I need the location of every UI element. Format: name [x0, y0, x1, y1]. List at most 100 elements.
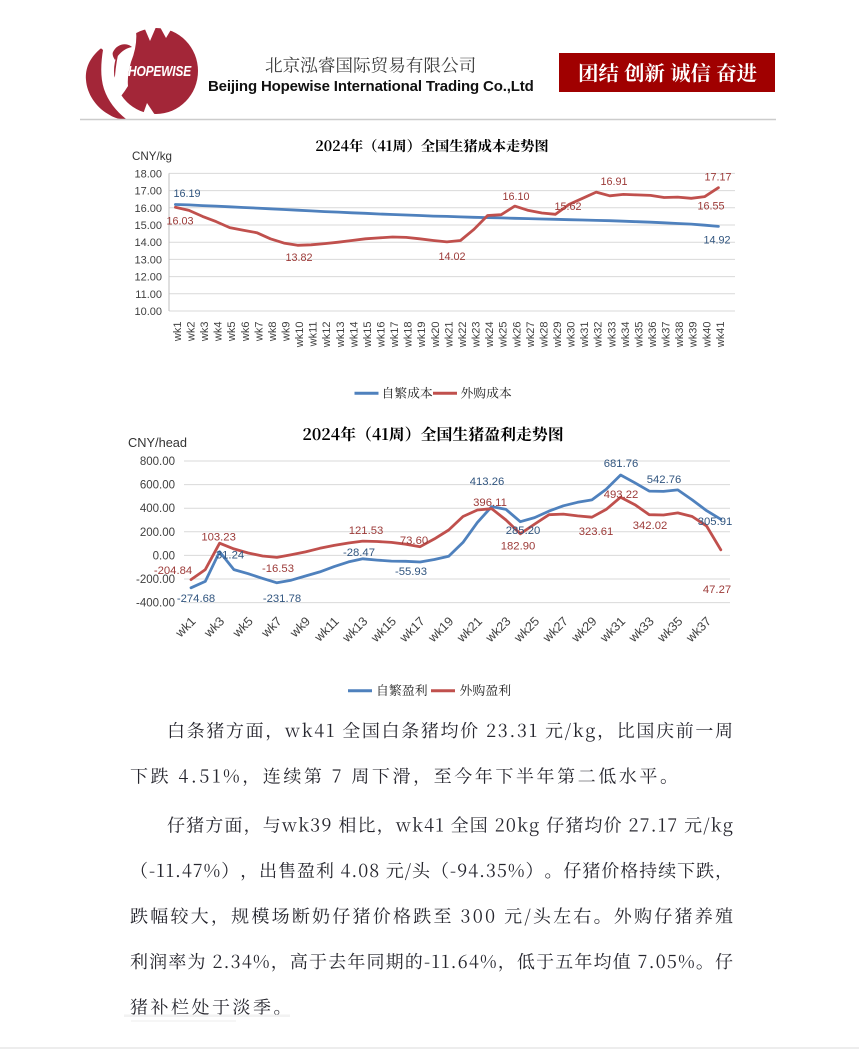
- svg-text:16.91: 16.91: [600, 176, 627, 188]
- svg-text:17.17: 17.17: [704, 172, 731, 184]
- svg-text:73.60: 73.60: [400, 535, 428, 547]
- svg-text:47.27: 47.27: [703, 584, 731, 596]
- svg-text:396.11: 396.11: [473, 497, 507, 509]
- svg-text:200.00: 200.00: [140, 527, 175, 539]
- svg-text:wk27: wk27: [525, 322, 537, 349]
- svg-text:CNY/head: CNY/head: [128, 435, 187, 450]
- svg-text:wk20: wk20: [430, 322, 442, 349]
- svg-text:14.02: 14.02: [438, 251, 465, 263]
- svg-text:681.76: 681.76: [604, 458, 639, 470]
- svg-text:wk33: wk33: [625, 614, 656, 645]
- svg-text:wk6: wk6: [240, 322, 252, 343]
- svg-text:10.00: 10.00: [134, 306, 162, 318]
- svg-text:Beijing Hopewise International: Beijing Hopewise International Trading C…: [208, 78, 534, 95]
- svg-text:wk1: wk1: [172, 322, 184, 343]
- svg-text:-400.00: -400.00: [136, 598, 175, 610]
- svg-text:wk5: wk5: [229, 614, 255, 640]
- svg-text:15.62: 15.62: [554, 201, 581, 213]
- svg-text:wk9: wk9: [287, 614, 313, 640]
- svg-text:15.00: 15.00: [134, 220, 162, 232]
- svg-text:13.82: 13.82: [285, 252, 312, 264]
- svg-text:wk9: wk9: [281, 322, 293, 343]
- svg-text:wk19: wk19: [425, 614, 456, 645]
- svg-text:0.00: 0.00: [153, 550, 175, 562]
- svg-text:493.22: 493.22: [604, 489, 639, 501]
- svg-text:wk35: wk35: [654, 614, 685, 645]
- svg-text:wk23: wk23: [482, 614, 513, 645]
- svg-text:-231.78: -231.78: [263, 593, 301, 605]
- svg-text:wk29: wk29: [552, 322, 564, 349]
- svg-text:-274.68: -274.68: [177, 593, 215, 605]
- svg-text:12.00: 12.00: [134, 272, 162, 284]
- svg-text:wk21: wk21: [443, 322, 455, 349]
- svg-text:wk17: wk17: [396, 614, 427, 645]
- svg-text:wk31: wk31: [579, 322, 591, 349]
- svg-text:11.00: 11.00: [135, 289, 162, 301]
- svg-text:323.61: 323.61: [579, 526, 614, 538]
- svg-text:wk31: wk31: [597, 614, 628, 645]
- svg-text:-55.93: -55.93: [395, 566, 427, 578]
- svg-text:wk12: wk12: [321, 322, 333, 349]
- svg-text:wk32: wk32: [593, 322, 605, 349]
- svg-text:wk41: wk41: [715, 322, 727, 349]
- svg-text:wk11: wk11: [308, 322, 320, 348]
- svg-text:-16.53: -16.53: [262, 563, 294, 575]
- svg-text:wk13: wk13: [335, 322, 347, 349]
- svg-text:wk21: wk21: [454, 614, 485, 645]
- svg-text:wk3: wk3: [201, 614, 227, 640]
- svg-text:103.23: 103.23: [201, 532, 236, 544]
- svg-text:16.55: 16.55: [697, 200, 724, 212]
- svg-text:wk37: wk37: [683, 614, 714, 645]
- svg-text:wk19: wk19: [416, 322, 428, 349]
- svg-text:13.00: 13.00: [134, 254, 162, 266]
- svg-text:wk11: wk11: [311, 614, 342, 645]
- svg-text:wk7: wk7: [253, 322, 265, 343]
- svg-text:wk8: wk8: [267, 322, 279, 343]
- svg-text:14.00: 14.00: [134, 237, 162, 249]
- svg-text:wk26: wk26: [511, 322, 523, 349]
- svg-text:121.53: 121.53: [349, 525, 384, 537]
- svg-text:wk30: wk30: [566, 322, 578, 349]
- svg-text:wk28: wk28: [538, 322, 550, 349]
- svg-text:CNY/kg: CNY/kg: [132, 150, 172, 163]
- svg-text:16.19: 16.19: [173, 188, 200, 200]
- svg-text:wk2: wk2: [186, 322, 198, 343]
- svg-text:wk38: wk38: [674, 322, 686, 349]
- svg-text:wk13: wk13: [339, 614, 370, 645]
- svg-text:wk25: wk25: [498, 322, 510, 349]
- svg-text:wk35: wk35: [633, 322, 645, 349]
- svg-text:wk29: wk29: [568, 614, 599, 645]
- svg-text:wk37: wk37: [661, 322, 673, 349]
- svg-text:542.76: 542.76: [647, 474, 682, 486]
- svg-text:17.00: 17.00: [134, 186, 162, 198]
- svg-text:HOPEWISE: HOPEWISE: [128, 63, 192, 79]
- svg-text:800.00: 800.00: [140, 456, 175, 468]
- svg-text:400.00: 400.00: [140, 503, 175, 515]
- svg-text:wk18: wk18: [403, 322, 415, 349]
- svg-text:600.00: 600.00: [140, 480, 175, 492]
- svg-text:413.26: 413.26: [470, 476, 505, 488]
- svg-text:wk10: wk10: [294, 322, 306, 349]
- svg-text:wk34: wk34: [620, 322, 632, 349]
- svg-text:16.00: 16.00: [134, 203, 162, 215]
- svg-text:16.03: 16.03: [166, 215, 193, 227]
- svg-text:wk39: wk39: [688, 322, 700, 349]
- svg-text:16.10: 16.10: [502, 191, 529, 203]
- svg-text:wk25: wk25: [511, 614, 542, 645]
- svg-text:wk22: wk22: [457, 322, 469, 349]
- svg-text:342.02: 342.02: [633, 520, 668, 532]
- svg-text:14.92: 14.92: [703, 234, 730, 246]
- svg-text:wk5: wk5: [226, 322, 238, 343]
- svg-text:wk14: wk14: [348, 322, 360, 349]
- svg-text:182.90: 182.90: [501, 541, 536, 553]
- svg-text:wk23: wk23: [471, 322, 483, 349]
- svg-text:wk33: wk33: [606, 322, 618, 349]
- svg-text:wk7: wk7: [258, 614, 284, 640]
- svg-text:-28.47: -28.47: [343, 547, 375, 559]
- svg-text:wk1: wk1: [172, 614, 198, 640]
- svg-text:wk17: wk17: [389, 322, 401, 349]
- svg-text:wk4: wk4: [213, 322, 225, 343]
- svg-text:305.91: 305.91: [698, 516, 733, 528]
- svg-text:wk3: wk3: [199, 322, 211, 343]
- svg-text:31.24: 31.24: [216, 550, 244, 562]
